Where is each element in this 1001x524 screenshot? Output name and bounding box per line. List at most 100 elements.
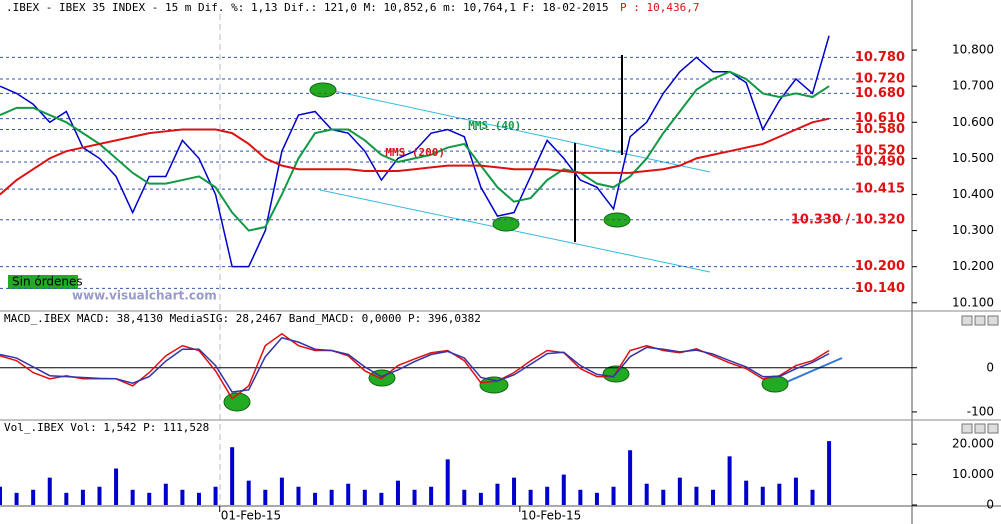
bar bbox=[711, 489, 716, 505]
bar bbox=[230, 447, 235, 505]
bar bbox=[279, 477, 284, 505]
y-tick-label: 10.600 bbox=[952, 115, 994, 129]
status-badge[interactable] bbox=[8, 275, 78, 289]
bar bbox=[395, 480, 400, 505]
channel-line bbox=[319, 87, 711, 173]
trend-line bbox=[781, 357, 843, 385]
y-tick-label: 10.000 bbox=[952, 467, 994, 481]
y-tick-label: 10.100 bbox=[952, 295, 994, 309]
button[interactable] bbox=[987, 423, 999, 434]
bar bbox=[346, 483, 351, 505]
bar bbox=[213, 486, 218, 505]
bar bbox=[163, 483, 168, 505]
button[interactable] bbox=[961, 423, 973, 434]
bar bbox=[114, 468, 119, 505]
level-label: 10.780 bbox=[855, 50, 905, 65]
bar bbox=[545, 486, 550, 505]
bar bbox=[495, 483, 500, 505]
bar bbox=[379, 492, 384, 505]
bar bbox=[329, 489, 334, 505]
button[interactable] bbox=[974, 423, 986, 434]
bar bbox=[777, 483, 782, 505]
bar bbox=[694, 486, 699, 505]
level-label: 10.610 bbox=[855, 111, 905, 126]
bar bbox=[412, 489, 417, 505]
marker bbox=[309, 82, 337, 98]
y-tick-label: 0 bbox=[986, 360, 994, 374]
bar bbox=[827, 441, 832, 505]
bar bbox=[80, 489, 85, 505]
bar bbox=[512, 477, 517, 505]
button[interactable] bbox=[974, 315, 986, 326]
bar bbox=[793, 477, 798, 505]
series-line bbox=[0, 35, 830, 268]
chart-subtitle: P : 10,436,7 bbox=[620, 1, 699, 14]
bar bbox=[196, 492, 201, 505]
y-tick-label: 0 bbox=[986, 498, 994, 512]
bar bbox=[296, 486, 301, 505]
marker bbox=[223, 392, 251, 412]
bar bbox=[180, 489, 185, 505]
bar bbox=[47, 477, 52, 505]
series-line bbox=[0, 117, 830, 196]
series-label: MMS (200) bbox=[385, 146, 445, 159]
channel-line bbox=[319, 189, 711, 273]
series-line bbox=[0, 70, 830, 232]
bar bbox=[478, 492, 483, 505]
bar bbox=[147, 492, 152, 505]
button[interactable] bbox=[987, 315, 999, 326]
bar bbox=[130, 489, 135, 505]
series-line bbox=[0, 336, 830, 393]
y-tick-label: 10.800 bbox=[952, 43, 994, 57]
bar bbox=[0, 486, 2, 505]
bar bbox=[611, 486, 616, 505]
bar bbox=[661, 489, 666, 505]
y-tick-label: 10.500 bbox=[952, 151, 994, 165]
bar bbox=[578, 489, 583, 505]
watermark: www.visualchart.com bbox=[72, 289, 217, 303]
bar bbox=[594, 492, 599, 505]
bar bbox=[97, 486, 102, 505]
bar bbox=[561, 474, 566, 505]
button[interactable] bbox=[961, 315, 973, 326]
panel-title: MACD_.IBEX MACD: 38,4130 MediaSIG: 28,24… bbox=[4, 312, 481, 325]
bar bbox=[628, 450, 633, 505]
level-label: 10.720 bbox=[855, 71, 905, 86]
y-tick-label: 10.200 bbox=[952, 259, 994, 273]
bar bbox=[744, 480, 749, 505]
x-tick-label: 01-Feb-15 bbox=[221, 509, 281, 523]
bar bbox=[760, 486, 765, 505]
level-label: 10.580 bbox=[855, 122, 905, 137]
bar bbox=[429, 486, 434, 505]
level-label: 10.140 bbox=[855, 281, 905, 296]
y-tick-label: 10.400 bbox=[952, 187, 994, 201]
y-tick-label: 10.700 bbox=[952, 79, 994, 93]
level-label: 10.680 bbox=[855, 86, 905, 101]
bar bbox=[528, 489, 533, 505]
bar bbox=[64, 492, 69, 505]
y-tick-label: 10.300 bbox=[952, 223, 994, 237]
marker bbox=[479, 376, 509, 394]
bar bbox=[14, 492, 19, 505]
y-tick-label: -100 bbox=[967, 404, 994, 418]
marker bbox=[492, 216, 520, 232]
bar bbox=[810, 489, 815, 505]
bar bbox=[362, 489, 367, 505]
bar bbox=[31, 489, 36, 505]
level-label: 10.415 bbox=[855, 182, 905, 197]
series-label: MMS (40) bbox=[468, 119, 521, 132]
bar bbox=[644, 483, 649, 505]
bar bbox=[677, 477, 682, 505]
level-label: 10.520 bbox=[855, 144, 905, 159]
bar bbox=[445, 459, 450, 505]
chart-title: .IBEX - IBEX 35 INDEX - 15 m Dif. %: 1,1… bbox=[6, 1, 609, 14]
bar bbox=[263, 489, 268, 505]
x-tick-label: 10-Feb-15 bbox=[521, 509, 581, 523]
bar bbox=[246, 480, 251, 505]
y-tick-label: 20.000 bbox=[952, 437, 994, 451]
level-label: 10.330 / 10.320 bbox=[791, 212, 905, 227]
level-label: 10.490 bbox=[855, 155, 905, 170]
panel-buttons[interactable] bbox=[961, 315, 999, 434]
